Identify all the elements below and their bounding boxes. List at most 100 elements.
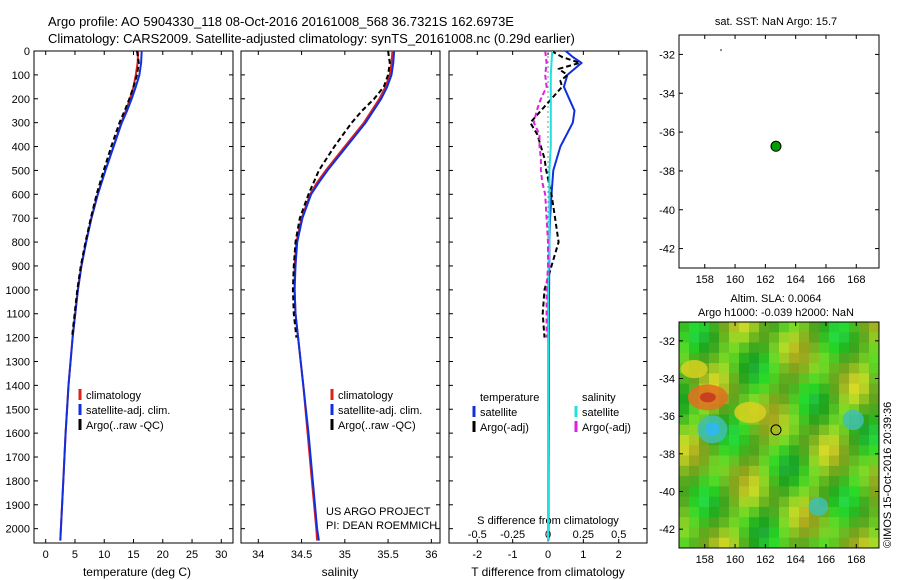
x-tick-label: 0 <box>545 549 551 561</box>
sla-cell <box>699 527 710 539</box>
x-tick-label: 20 <box>157 549 169 561</box>
sla-cell <box>799 506 810 518</box>
sla-cell <box>849 445 860 457</box>
sla-cell <box>749 455 760 467</box>
salinity-axes-frame <box>240 50 441 544</box>
depth-tick-label: 800 <box>12 237 30 249</box>
sla-cell <box>849 373 860 385</box>
sla-cell <box>789 363 800 374</box>
sla-cell <box>729 517 740 528</box>
sla-cell <box>759 435 770 446</box>
sla-cell <box>789 496 800 508</box>
sla-cell <box>739 393 750 405</box>
sla-cell <box>869 527 879 539</box>
map-x-tick-label: 160 <box>726 554 744 566</box>
sla-cell <box>809 414 820 426</box>
sla-cell <box>829 322 840 333</box>
sla-cell <box>849 496 860 508</box>
sla-cell <box>709 332 720 344</box>
sla-cell <box>839 465 850 477</box>
sla-cell <box>679 414 690 426</box>
sla-cell <box>719 506 730 518</box>
sla-cell <box>729 476 740 487</box>
sla-cell <box>839 527 850 539</box>
map-y-tick-label: -32 <box>659 49 675 61</box>
sla-cell <box>869 435 879 446</box>
project-annotation: US ARGO PROJECT <box>326 506 431 518</box>
sla-cell <box>689 414 700 426</box>
sla-cell <box>679 496 690 508</box>
depth-tick-label: 900 <box>12 261 30 273</box>
sla-cell <box>839 322 850 333</box>
sla-cell <box>779 506 790 518</box>
sla-cell <box>729 363 740 374</box>
sla-cell <box>749 424 760 436</box>
sla-cell <box>759 424 770 436</box>
sla-cell <box>819 486 830 498</box>
sla-cell <box>709 352 720 364</box>
sla-cell <box>749 383 760 395</box>
sla-cell <box>839 352 850 364</box>
sla-cell <box>809 322 820 333</box>
sla-cell <box>799 435 810 446</box>
sla-cell <box>799 373 810 385</box>
sla-cell <box>849 322 860 333</box>
sla-cell <box>799 486 810 498</box>
sla-cell <box>859 322 870 333</box>
sla-cell <box>829 342 840 354</box>
sla-cell <box>729 342 740 354</box>
sla-cell <box>729 383 740 395</box>
map-x-tick-label: 158 <box>696 554 714 566</box>
legend-header: salinity <box>582 392 616 404</box>
sla-cell <box>859 332 870 344</box>
sla-cell <box>739 332 750 344</box>
sla-cell <box>779 476 790 487</box>
map-x-tick-label: 160 <box>726 274 744 286</box>
sla-cell <box>729 424 740 436</box>
sla-cell <box>689 435 700 446</box>
sla-cell <box>759 455 770 467</box>
difference-xlabel: T difference from climatology <box>471 565 625 579</box>
sla-cell <box>869 506 879 518</box>
sla-cell <box>699 486 710 498</box>
sla-cell <box>869 352 879 364</box>
sla-cell <box>779 496 790 508</box>
sla-cell <box>809 393 820 405</box>
sla-cell <box>749 486 760 498</box>
sla-cell <box>699 332 710 344</box>
sla-cell <box>689 527 700 539</box>
sla-cell <box>839 435 850 446</box>
difference-series-line <box>532 50 549 338</box>
x-tick-label: 1 <box>580 549 586 561</box>
sla-cell <box>769 506 780 518</box>
sla-cell <box>779 455 790 467</box>
sla-cold-anomaly <box>842 409 864 431</box>
sla-warm-core <box>699 392 716 403</box>
sla-cell <box>869 537 879 548</box>
sla-cell <box>739 424 750 436</box>
sla-cell <box>839 517 850 528</box>
sla-cell <box>749 506 760 518</box>
sla-cell <box>739 373 750 385</box>
sla-cell <box>799 322 810 333</box>
sla-cell <box>819 373 830 385</box>
sla-cell <box>779 517 790 528</box>
sla-cell <box>809 383 820 395</box>
map-y-tick-label: -42 <box>659 244 675 256</box>
sla-cell <box>679 476 690 487</box>
legend-label: Argo(-adj) <box>480 422 529 434</box>
sst-map-frame <box>678 34 880 269</box>
x-tick-label: -2 <box>472 549 482 561</box>
sla-cell <box>829 527 840 539</box>
sla-cell <box>739 383 750 395</box>
sla-cell <box>739 486 750 498</box>
sla-cell <box>849 537 860 548</box>
sla-cell <box>699 465 710 477</box>
sla-cell <box>829 517 840 528</box>
sla-cell <box>819 393 830 405</box>
depth-tick-label: 1800 <box>6 476 30 488</box>
sla-cell <box>869 373 879 385</box>
sla-cell <box>689 424 700 436</box>
sla-cell <box>789 414 800 426</box>
sla-cell <box>809 404 820 415</box>
